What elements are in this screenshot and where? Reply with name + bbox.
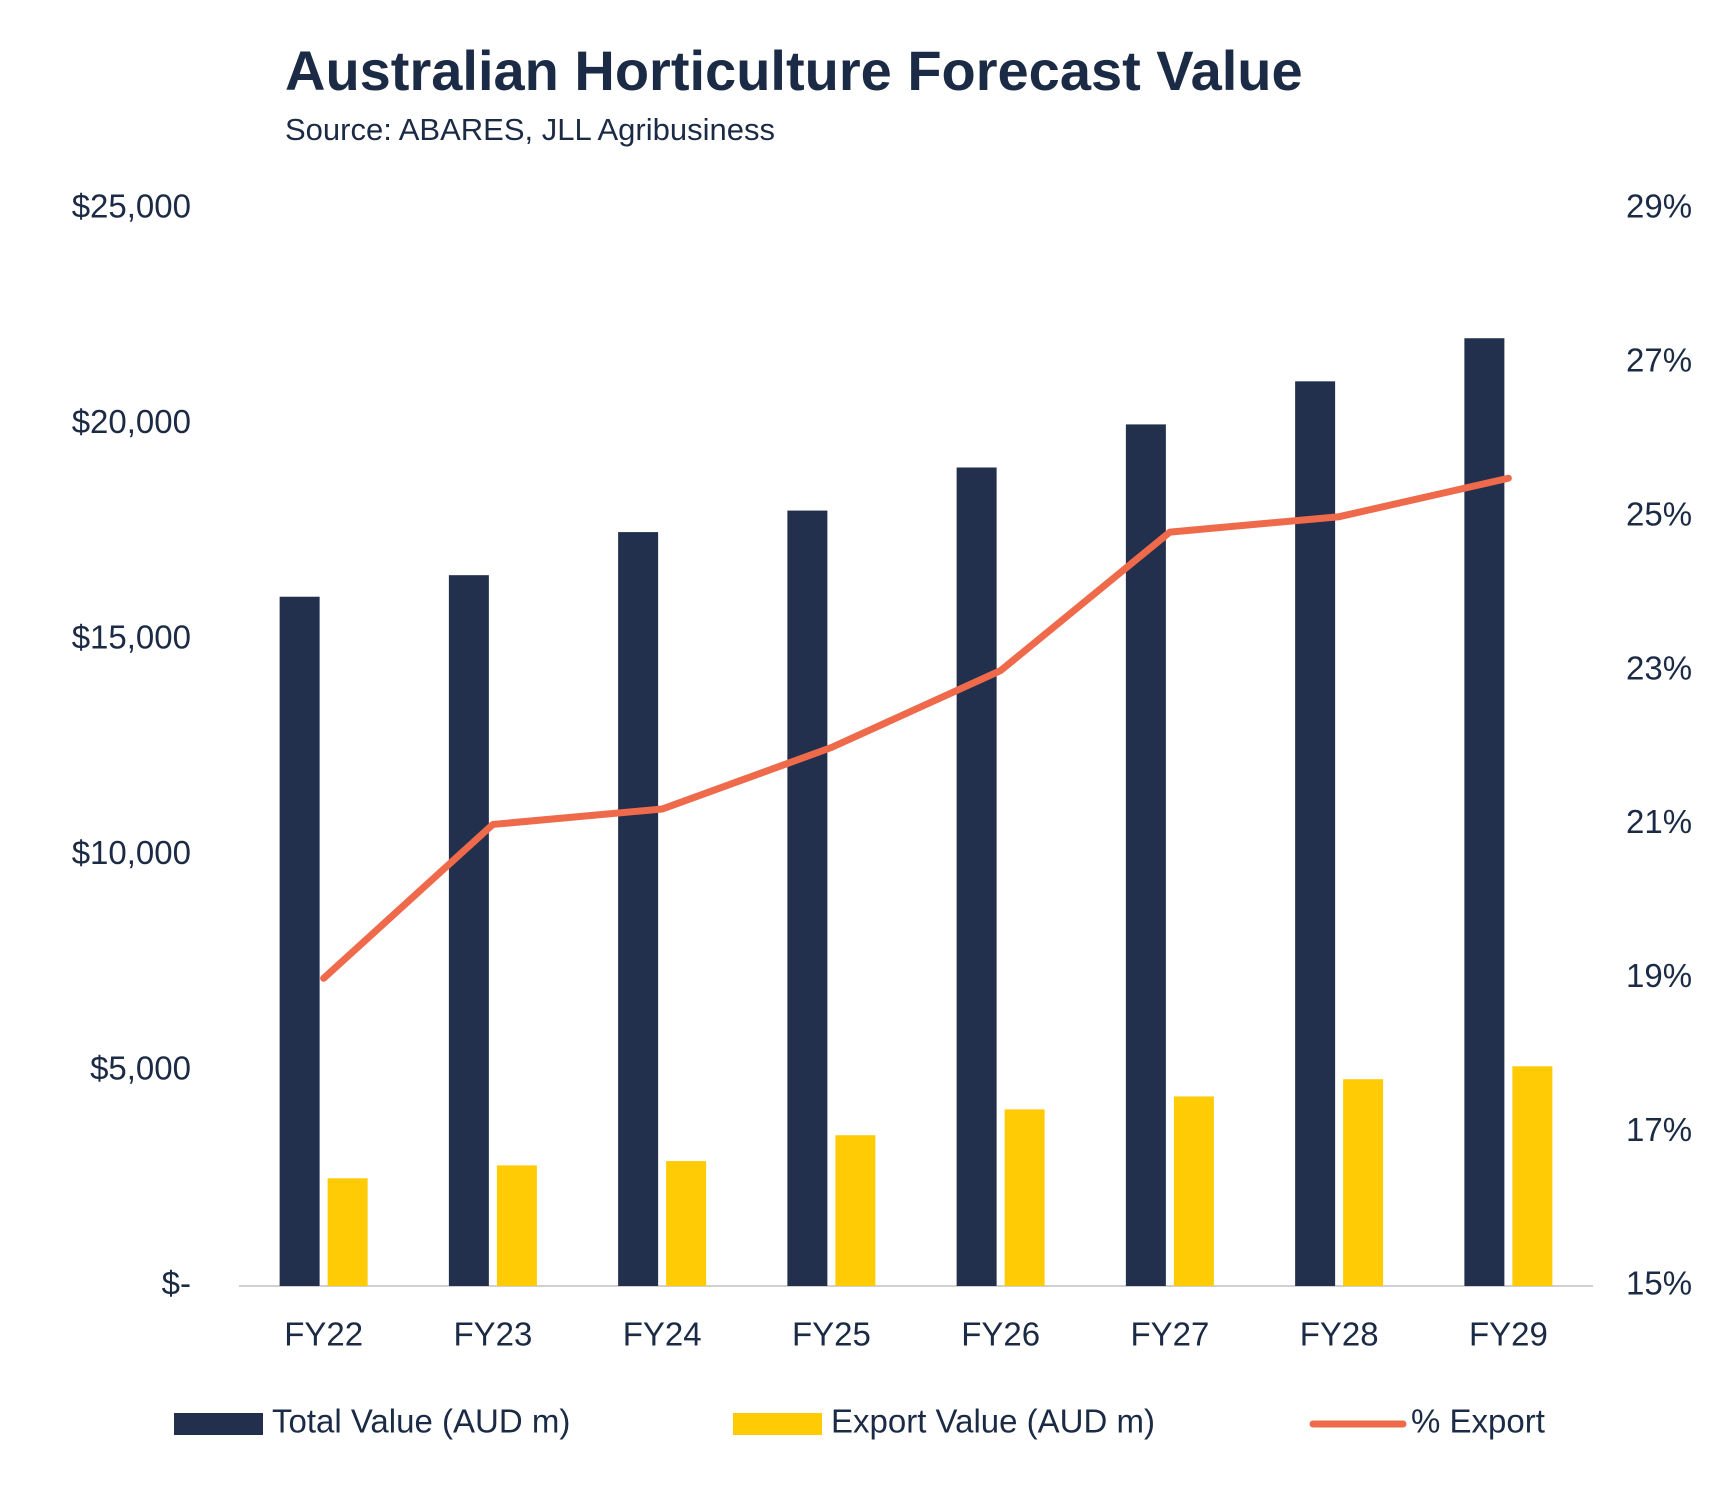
x-tick-label: FY23	[453, 1316, 532, 1353]
bar	[496, 1165, 537, 1286]
chart-title: Australian Horticulture Forecast Value	[285, 39, 1303, 102]
y-tick-label: $10,000	[72, 834, 191, 871]
y-tick-label: $25,000	[72, 188, 191, 225]
bar	[327, 1178, 368, 1286]
bar	[1125, 424, 1166, 1286]
y2-tick-label: 23%	[1626, 649, 1692, 686]
y2-tick-label: 29%	[1626, 188, 1692, 225]
bar	[1004, 1109, 1045, 1286]
legend-label: Total Value (AUD m)	[272, 1403, 570, 1440]
x-tick-label: FY26	[961, 1316, 1040, 1353]
bar	[1295, 381, 1336, 1286]
bar	[956, 467, 997, 1287]
x-tick-label: FY28	[1300, 1316, 1379, 1353]
x-tick-label: FY27	[1130, 1316, 1209, 1353]
y2-tick-label: 21%	[1626, 803, 1692, 840]
bar	[1512, 1066, 1553, 1286]
legend-swatch	[174, 1413, 263, 1435]
bar	[1343, 1079, 1384, 1286]
bar	[835, 1135, 876, 1286]
chart-subtitle: Source: ABARES, JLL Agribusiness	[285, 112, 775, 147]
y2-tick-label: 15%	[1626, 1265, 1692, 1302]
y2-tick-label: 19%	[1626, 957, 1692, 994]
bar	[618, 532, 659, 1286]
y2-tick-label: 27%	[1626, 342, 1692, 379]
bar	[666, 1161, 707, 1286]
bar	[787, 510, 828, 1286]
x-tick-label: FY29	[1469, 1316, 1548, 1353]
y-tick-label: $-	[162, 1265, 191, 1302]
y-tick-label: $15,000	[72, 619, 191, 656]
bar	[448, 575, 489, 1286]
y2-tick-label: 25%	[1626, 495, 1692, 532]
y-tick-label: $5,000	[90, 1049, 191, 1086]
y-tick-label: $20,000	[72, 403, 191, 440]
legend-swatch	[733, 1413, 822, 1435]
bar	[1173, 1096, 1214, 1286]
x-tick-label: FY25	[792, 1316, 871, 1353]
legend-label: % Export	[1411, 1403, 1545, 1440]
x-tick-label: FY24	[623, 1316, 702, 1353]
bar	[1464, 338, 1505, 1286]
bar	[279, 596, 320, 1286]
x-tick-label: FY22	[284, 1316, 363, 1353]
legend-label: Export Value (AUD m)	[831, 1403, 1155, 1440]
line	[320, 474, 1512, 982]
y2-tick-label: 17%	[1626, 1111, 1692, 1148]
